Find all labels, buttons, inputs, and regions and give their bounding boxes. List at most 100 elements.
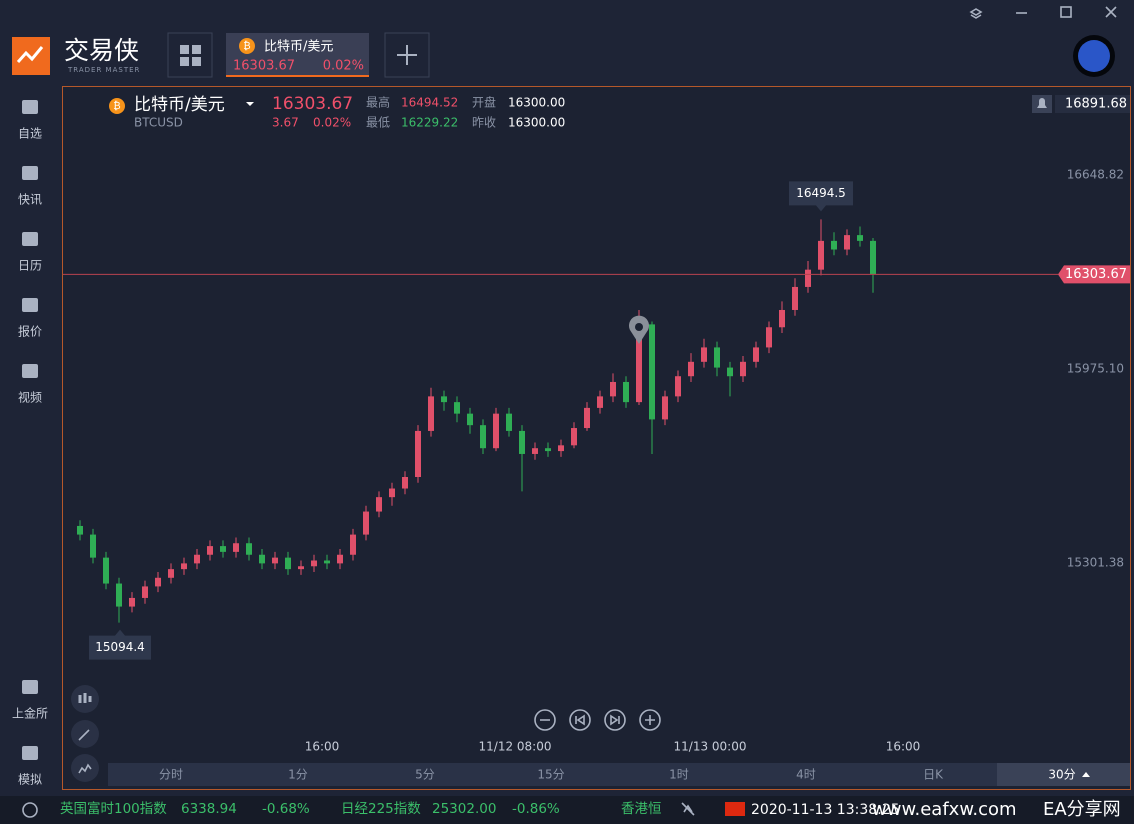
logo-tagline: TRADER MASTER [67, 66, 140, 74]
candle-body [870, 240, 876, 275]
candle-body [324, 560, 330, 564]
candle-body [714, 347, 720, 368]
candle-body [285, 557, 291, 570]
last-price-tag [1058, 265, 1130, 284]
x-axis-label: 11/12 08:00 [479, 740, 552, 754]
timeframe-option[interactable]: 日K [923, 768, 944, 782]
timeframe-option[interactable]: 5分 [415, 768, 435, 782]
candlestick-plot: 16648.82 15975.10 15301.38 16303.67 16494.5 1… [63, 167, 1130, 660]
zoom-in[interactable] [639, 709, 661, 731]
candle-body [766, 327, 772, 348]
sidebar-label: 快讯 [18, 193, 42, 207]
y-tick-label: 16648.82 [1067, 167, 1124, 181]
support-icon[interactable] [22, 802, 38, 818]
quote-high: 16494.52 [401, 96, 458, 110]
x-axis-label: 16:00 [886, 740, 921, 754]
candle-body [116, 583, 122, 607]
svg-text:₿: ₿ [113, 100, 120, 112]
timeframe-option[interactable]: 1时 [669, 768, 689, 782]
candle-body [519, 430, 525, 454]
last-price-label: 16303.67 [1065, 267, 1127, 282]
watermark: www.eafxw.com [872, 799, 1017, 820]
candle-body [844, 235, 850, 250]
candle-body [441, 396, 447, 403]
candle-body [597, 396, 603, 408]
zoom-controls [534, 709, 661, 731]
candle-body [194, 554, 200, 564]
flag [725, 802, 745, 816]
candle-body [233, 543, 239, 552]
quote-header: ₿ 比特币/美元 16303.67 最高 16494.52 开盘 16300.0… [109, 94, 565, 130]
max-marker-label: 16494.5 [796, 186, 846, 200]
candle-body [220, 546, 226, 552]
candle-body [584, 407, 590, 429]
quote-change: 3.67 [272, 116, 299, 130]
datetime: 2020-11-13 13:38:25 [751, 802, 900, 818]
ticker-name: 日经225指数 [341, 801, 421, 817]
timeframe-option[interactable]: 4时 [796, 768, 816, 782]
sidebar-icon[interactable] [22, 100, 38, 114]
ticker-price: 25302.00 [432, 801, 496, 817]
x-axis-label: 11/13 00:00 [674, 740, 747, 754]
candle-body [246, 543, 252, 555]
max-marker-box [789, 181, 853, 212]
svg-text:₿: ₿ [243, 40, 250, 52]
label: 最高 [366, 95, 390, 110]
rewind[interactable] [569, 709, 591, 731]
ticker-icon [681, 802, 695, 816]
sidebar-icon[interactable] [22, 232, 38, 246]
candle-body [753, 347, 759, 362]
add-tab-button[interactable] [384, 32, 430, 78]
candle-body [831, 240, 837, 250]
quote-symbol: 比特币/美元 [134, 95, 225, 115]
candle-body [818, 240, 824, 270]
quote-code: BTCUSD [134, 116, 183, 130]
timeframe-option[interactable]: 分时 [159, 768, 183, 782]
layout-icon [180, 45, 201, 66]
alert-price: 16891.68 [1065, 97, 1127, 112]
candle-body [558, 445, 564, 452]
forward[interactable] [604, 709, 626, 731]
timeframe-option[interactable]: 1分 [288, 768, 308, 782]
timeframes: 分时 1分 5分 15分 1时 4时 日K 30分 [159, 768, 1090, 782]
tool-button[interactable] [71, 754, 99, 782]
candle-body [337, 554, 343, 564]
candle-body [649, 324, 655, 420]
layout-button[interactable] [167, 32, 213, 78]
candle-body [207, 546, 213, 555]
symbol-tab[interactable]: ₿ 比特币/美元 16303.67 0.02% [226, 33, 369, 77]
chart-panel [62, 86, 1131, 790]
candle-body [272, 557, 278, 564]
logo-name: 交易侠 [64, 36, 139, 65]
ticker-change: -0.68% [262, 801, 310, 817]
candle-body [805, 269, 811, 287]
timeframe-option[interactable]: 15分 [537, 768, 564, 782]
candle-body [389, 488, 395, 498]
y-tick-label: 15975.10 [1067, 361, 1124, 375]
sidebar-icon[interactable] [22, 680, 38, 694]
min-marker-label: 15094.4 [95, 640, 145, 654]
candle-body [506, 413, 512, 431]
sidebar-label: 模拟 [18, 773, 42, 787]
candle-body [779, 309, 785, 328]
sidebar-icon[interactable] [22, 166, 38, 180]
min-marker-box [89, 629, 151, 660]
sidebar-icon[interactable] [22, 746, 38, 760]
zoom-out[interactable] [534, 709, 556, 731]
candle-body [168, 569, 174, 578]
candle-body [376, 497, 382, 512]
sidebar-icon[interactable] [22, 364, 38, 378]
candle-body [259, 554, 265, 564]
tab-symbol: 比特币/美元 [264, 40, 333, 55]
candle-body [792, 286, 798, 310]
chart-tools [71, 685, 99, 782]
sidebar-icon[interactable] [22, 298, 38, 312]
ticker-price: 6338.94 [181, 801, 237, 817]
dropdown-caret [1082, 772, 1090, 777]
timeframe-option[interactable]: 30分 [1048, 768, 1075, 782]
candle-body [428, 396, 434, 431]
candle-body [181, 563, 187, 570]
x-axis-label: 16:00 [305, 740, 340, 754]
ticker-change: -0.86% [512, 801, 560, 817]
